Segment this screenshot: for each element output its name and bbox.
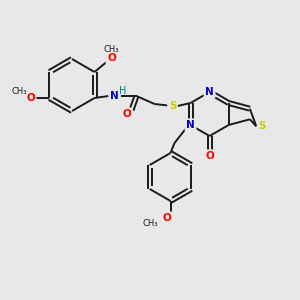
Text: O: O	[205, 151, 214, 161]
Text: H: H	[119, 86, 126, 96]
Text: N: N	[186, 120, 195, 130]
Text: O: O	[107, 53, 116, 63]
Text: N: N	[205, 87, 214, 97]
Text: O: O	[162, 213, 171, 223]
Text: CH₃: CH₃	[143, 220, 158, 229]
Text: S: S	[259, 121, 266, 131]
Text: CH₃: CH₃	[12, 86, 27, 95]
Text: N: N	[110, 91, 119, 101]
Text: O: O	[122, 109, 131, 119]
Text: O: O	[26, 93, 35, 103]
Text: CH₃: CH₃	[104, 44, 119, 53]
Text: S: S	[169, 101, 176, 111]
